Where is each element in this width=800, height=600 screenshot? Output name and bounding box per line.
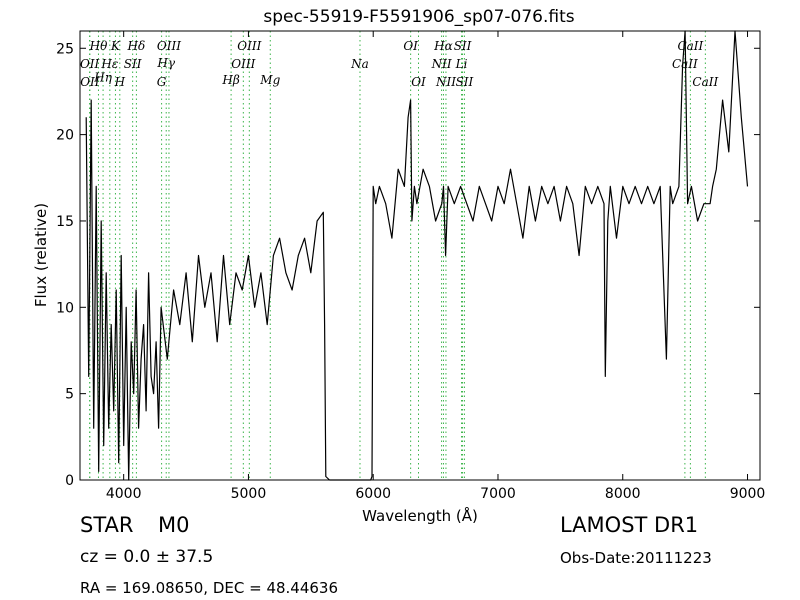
line-label-19: NII xyxy=(431,57,452,71)
x-tick-label-0: 4000 xyxy=(106,486,142,502)
line-label-0: OII xyxy=(80,57,100,71)
survey-name: LAMOST DR1 xyxy=(560,513,699,537)
plot-frame xyxy=(79,30,761,481)
line-label-5: K xyxy=(110,39,121,53)
redshift-readout: cz = 0.0 ± 37.5 xyxy=(80,547,214,567)
line-label-24: SII xyxy=(456,75,474,89)
y-tick-label-2: 10 xyxy=(56,300,74,316)
line-label-12: Hβ xyxy=(221,73,239,87)
line-label-14: OIII xyxy=(237,39,261,53)
line-label-18: OI xyxy=(411,75,426,89)
y-tick-label-1: 5 xyxy=(65,387,74,403)
spectrum-line xyxy=(85,30,749,481)
line-label-3: Hη xyxy=(93,71,112,85)
line-label-8: Hδ xyxy=(127,39,146,53)
line-label-6: H xyxy=(114,75,126,89)
y-axis-label: Flux (relative) xyxy=(32,203,50,307)
line-label-16: Na xyxy=(350,57,369,71)
y-tick-label-4: 20 xyxy=(56,128,74,144)
line-label-7: SII xyxy=(124,57,142,71)
x-tick-label-3: 7000 xyxy=(480,486,516,502)
x-tick-label-4: 8000 xyxy=(605,486,641,502)
y-axis: 0 5 10 15 20 25 xyxy=(56,41,760,489)
line-label-11: OIII xyxy=(157,39,181,53)
line-label-10: Hγ xyxy=(156,56,175,70)
spectral-line-markers xyxy=(89,31,706,480)
observation-date: Obs-Date:20111223 xyxy=(560,549,712,567)
x-axis: 4000 5000 6000 7000 8000 9000 xyxy=(106,31,765,502)
line-label-1: OII xyxy=(80,75,100,89)
line-label-21: NII xyxy=(435,75,456,89)
object-type: STAR xyxy=(80,513,134,537)
x-tick-label-5: 9000 xyxy=(730,486,766,502)
y-tick-label-0: 0 xyxy=(65,473,74,489)
y-tick-label-5: 25 xyxy=(56,41,74,57)
chart-title: spec-55919-F5591906_sp07-076.fits xyxy=(263,7,574,27)
line-label-9: G xyxy=(157,75,167,89)
line-label-17: OI xyxy=(403,39,418,53)
line-label-26: CaII xyxy=(677,39,703,53)
ra-dec-readout: RA = 169.08650, DEC = 48.44636 xyxy=(80,579,339,597)
line-label-2: Hθ xyxy=(89,39,108,53)
x-tick-label-2: 6000 xyxy=(355,486,391,502)
line-label-22: Li xyxy=(455,57,468,71)
line-label-20: Hα xyxy=(433,39,453,53)
line-label-4: Hε xyxy=(100,57,118,71)
y-tick-label-3: 15 xyxy=(56,214,74,230)
object-subclass: M0 xyxy=(158,513,190,537)
line-label-27: CaII xyxy=(692,75,718,89)
line-label-15: Mg xyxy=(259,73,280,87)
x-axis-label: Wavelength (Å) xyxy=(362,506,478,525)
x-tick-label-1: 5000 xyxy=(231,486,267,502)
line-label-13: OIII xyxy=(231,57,255,71)
line-label-23: SII xyxy=(454,39,472,53)
